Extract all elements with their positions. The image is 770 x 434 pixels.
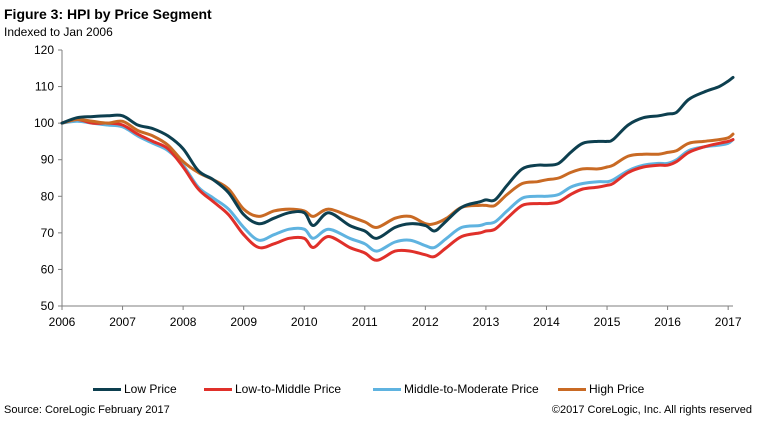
legend-item: High Price [558, 382, 644, 396]
chart-axes: 50 60 70 80 90 100 110 120 2006 2007 2008 2009 2010 2… [34, 43, 742, 329]
x-tick-label: 2010 [291, 315, 318, 329]
x-tick-label: 2006 [49, 315, 76, 329]
legend-label: Middle-to-Moderate Price [404, 382, 539, 396]
x-tick-label: 2017 [715, 315, 742, 329]
x-tick-label: 2009 [230, 315, 257, 329]
x-tick-label: 2013 [473, 315, 500, 329]
series-line-high-price [62, 119, 733, 227]
x-tick-label: 2011 [352, 315, 378, 329]
legend-label: Low-to-Middle Price [235, 382, 341, 396]
y-tick-label: 70 [41, 226, 55, 240]
legend-swatch [93, 388, 121, 391]
series-line-low-price [62, 77, 733, 238]
series-layer [62, 77, 733, 260]
legend-label: Low Price [124, 382, 177, 396]
y-tick-label: 50 [41, 299, 55, 313]
y-tick-label: 90 [41, 153, 55, 167]
x-tick-label: 2016 [654, 315, 681, 329]
hpi-line-chart: 50 60 70 80 90 100 110 120 2006 2007 2008 2009 2010 2… [0, 0, 770, 434]
legend-swatch [558, 388, 586, 391]
x-tick-label: 2007 [109, 315, 136, 329]
legend-item: Middle-to-Moderate Price [373, 382, 539, 396]
source-note: Source: CoreLogic February 2017 [4, 404, 170, 416]
y-tick-label: 60 [41, 262, 55, 276]
y-tick-label: 100 [34, 116, 54, 130]
y-tick-label: 80 [41, 189, 55, 203]
legend-label: High Price [589, 382, 644, 396]
legend-swatch [204, 388, 232, 391]
y-tick-label: 120 [34, 43, 54, 57]
legend-item: Low Price [93, 382, 177, 396]
copyright-note: ©2017 CoreLogic, Inc. All rights reserve… [552, 404, 752, 416]
y-tick-label: 110 [35, 80, 54, 94]
x-tick-label: 2014 [533, 315, 560, 329]
chart-legend: Low Price Low-to-Middle Price Middle-to-Mo… [0, 382, 770, 398]
x-tick-label: 2008 [170, 315, 197, 329]
legend-item: Low-to-Middle Price [204, 382, 341, 396]
legend-swatch [373, 388, 401, 391]
x-tick-label: 2015 [594, 315, 621, 329]
x-tick-label: 2012 [412, 315, 439, 329]
